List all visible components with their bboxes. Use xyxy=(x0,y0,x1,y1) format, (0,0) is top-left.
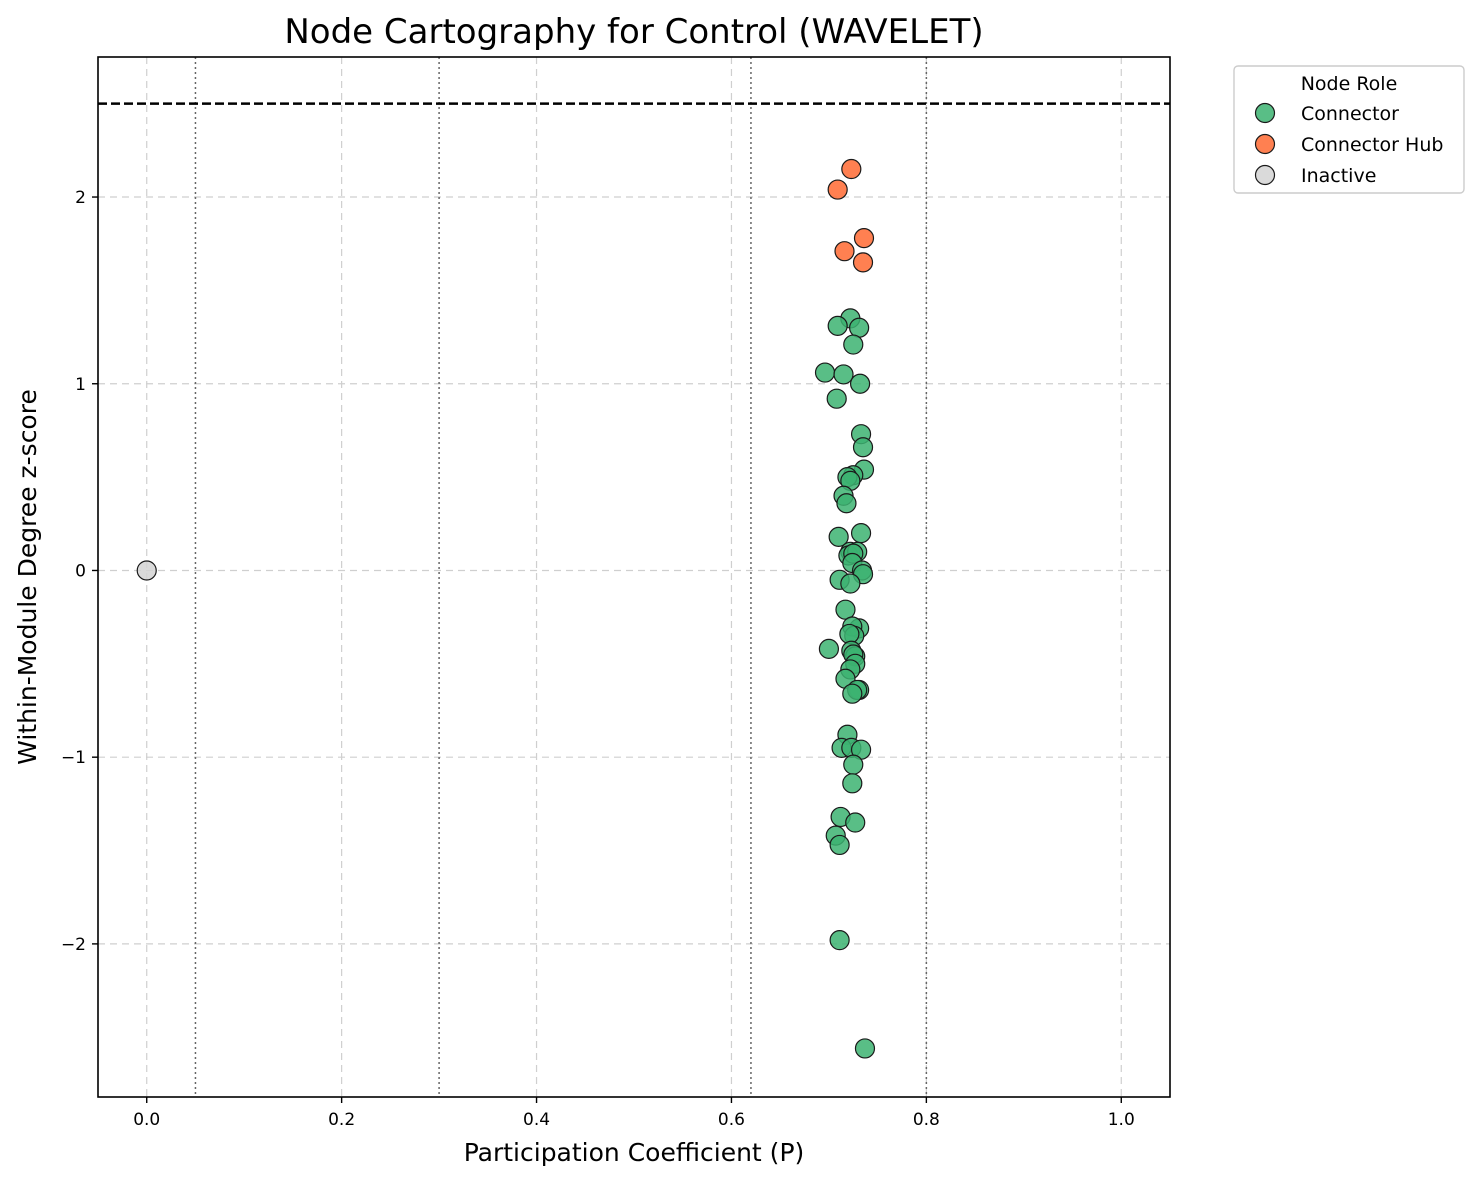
connector-point xyxy=(842,773,863,794)
connector-point xyxy=(839,623,860,645)
connector-point xyxy=(835,599,856,620)
x-tick-label: 0.0 xyxy=(133,1110,160,1130)
x-tick-label: 0.2 xyxy=(328,1110,355,1130)
chart-title: Node Cartography for Control (WAVELET) xyxy=(284,12,983,52)
connector-point xyxy=(850,523,872,544)
plot-frame xyxy=(97,56,1171,1098)
connector-point xyxy=(840,573,861,594)
connector-point xyxy=(827,315,848,336)
connector-point xyxy=(818,638,840,659)
connector-point xyxy=(829,834,850,856)
y-tick-label: −1 xyxy=(61,748,86,768)
x-tick-label: 0.4 xyxy=(523,1110,550,1130)
legend: Node Role Connector Connector Hub Inactive xyxy=(1233,65,1465,194)
y-tick-label: 1 xyxy=(75,375,86,395)
connector-point xyxy=(814,362,836,383)
connector-point xyxy=(849,317,870,338)
connector-point xyxy=(842,683,863,704)
data-points xyxy=(136,158,876,1059)
connector-point xyxy=(845,812,866,833)
legend-marker xyxy=(1254,164,1276,186)
connector-hub-point xyxy=(852,252,874,273)
y-tick-label: −2 xyxy=(61,935,86,955)
connector-hub-point xyxy=(841,158,862,180)
x-tick-label: 1.0 xyxy=(1108,1110,1135,1130)
connector-point xyxy=(833,364,854,385)
y-tick-label: 2 xyxy=(75,188,86,208)
legend-title: Node Role xyxy=(1301,73,1398,95)
inactive-point xyxy=(136,560,157,581)
grid-lines xyxy=(98,57,1170,1097)
y-axis-ticks: −2 −1 0 1 2 xyxy=(61,188,98,955)
x-tick-label: 0.6 xyxy=(718,1110,745,1130)
x-axis-label: Participation Coefficient (P) xyxy=(464,1138,805,1167)
connector-point xyxy=(843,754,864,775)
connector-hub-point xyxy=(853,228,875,249)
x-axis-ticks: 0.0 0.2 0.4 0.6 0.8 1.0 xyxy=(133,1097,1135,1130)
y-tick-label: 0 xyxy=(75,561,86,581)
connector-point xyxy=(826,388,847,409)
connector-point xyxy=(852,437,874,458)
legend-entry-label: Inactive xyxy=(1301,165,1376,187)
y-axis-label: Within-Module Degree z-score xyxy=(13,389,42,765)
legend-entries: Connector Connector Hub Inactive xyxy=(1254,102,1443,187)
legend-marker xyxy=(1254,133,1276,155)
connector-point xyxy=(854,1038,876,1059)
legend-marker xyxy=(1254,102,1276,124)
connector-hub-point xyxy=(827,179,848,200)
reference-lines xyxy=(98,57,1170,1097)
connector-point xyxy=(828,526,849,547)
connector-point xyxy=(829,930,850,951)
connector-point xyxy=(849,373,871,394)
connector-point xyxy=(836,493,857,514)
connector-hub-point xyxy=(834,241,855,262)
legend-entry-label: Connector xyxy=(1301,103,1399,125)
legend-entry-label: Connector Hub xyxy=(1301,134,1443,156)
connector-point xyxy=(843,334,864,355)
legend-box xyxy=(1233,65,1465,194)
x-tick-label: 0.8 xyxy=(913,1110,940,1130)
